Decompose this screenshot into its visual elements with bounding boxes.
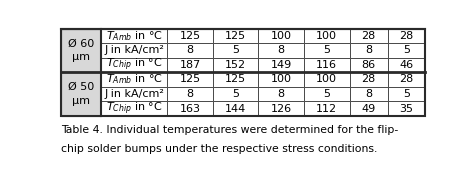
Bar — [350, 101, 388, 116]
Bar — [304, 87, 350, 101]
Text: 116: 116 — [316, 60, 337, 70]
Bar — [258, 72, 304, 87]
Bar — [258, 87, 304, 101]
Text: 125: 125 — [180, 74, 201, 84]
Text: 5: 5 — [403, 45, 410, 55]
Bar — [350, 72, 388, 87]
Text: 100: 100 — [271, 74, 292, 84]
Bar — [213, 87, 258, 101]
Text: 125: 125 — [225, 31, 246, 41]
Text: 100: 100 — [316, 31, 337, 41]
Text: 28: 28 — [400, 74, 414, 84]
Text: 149: 149 — [271, 60, 292, 70]
Text: 5: 5 — [403, 89, 410, 99]
Text: 125: 125 — [180, 31, 201, 41]
Bar — [167, 72, 213, 87]
Bar — [350, 29, 388, 43]
Text: Ø 60
μm: Ø 60 μm — [68, 38, 94, 62]
Text: Ø 50
μm: Ø 50 μm — [68, 82, 94, 106]
Bar — [101, 58, 167, 72]
Bar — [388, 43, 426, 58]
Bar — [258, 58, 304, 72]
Text: 112: 112 — [316, 104, 337, 114]
Bar — [388, 72, 426, 87]
Text: 28: 28 — [362, 31, 376, 41]
Bar — [388, 87, 426, 101]
Bar — [101, 72, 167, 87]
Bar — [388, 101, 426, 116]
Bar — [213, 29, 258, 43]
Bar — [213, 101, 258, 116]
Bar — [304, 29, 350, 43]
Bar — [101, 101, 167, 116]
Text: 5: 5 — [232, 89, 239, 99]
Bar — [101, 87, 167, 101]
Bar — [350, 58, 388, 72]
Text: 125: 125 — [225, 74, 246, 84]
Text: chip solder bumps under the respective stress conditions.: chip solder bumps under the respective s… — [61, 144, 377, 154]
Bar — [167, 58, 213, 72]
Text: $T_{Amb}$ in °C: $T_{Amb}$ in °C — [106, 29, 163, 43]
Bar — [213, 72, 258, 87]
Bar — [258, 101, 304, 116]
Bar — [213, 58, 258, 72]
Text: 28: 28 — [362, 74, 376, 84]
Bar — [258, 43, 304, 58]
Text: $T_{Chip}$ in °C: $T_{Chip}$ in °C — [106, 57, 163, 73]
Text: 144: 144 — [225, 104, 246, 114]
Bar — [304, 58, 350, 72]
Bar — [167, 29, 213, 43]
Text: 8: 8 — [187, 45, 194, 55]
Text: $T_{Chip}$ in °C: $T_{Chip}$ in °C — [106, 100, 163, 117]
Bar — [388, 58, 426, 72]
Bar — [213, 43, 258, 58]
Text: 86: 86 — [362, 60, 375, 70]
Text: 163: 163 — [180, 104, 201, 114]
Text: 8: 8 — [365, 89, 372, 99]
Text: 100: 100 — [271, 31, 292, 41]
Text: 5: 5 — [323, 89, 330, 99]
Bar — [350, 43, 388, 58]
Bar — [101, 29, 167, 43]
Text: 8: 8 — [365, 45, 372, 55]
Bar — [304, 43, 350, 58]
Text: 49: 49 — [362, 104, 376, 114]
Text: 8: 8 — [278, 45, 285, 55]
Text: J in kA/cm²: J in kA/cm² — [104, 45, 164, 55]
Text: 187: 187 — [180, 60, 201, 70]
Text: 126: 126 — [271, 104, 292, 114]
Text: 152: 152 — [225, 60, 246, 70]
Text: J in kA/cm²: J in kA/cm² — [104, 89, 164, 99]
Bar — [167, 101, 213, 116]
Text: 5: 5 — [232, 45, 239, 55]
Text: 5: 5 — [323, 45, 330, 55]
Text: 35: 35 — [400, 104, 413, 114]
Text: 8: 8 — [187, 89, 194, 99]
Bar — [350, 87, 388, 101]
Bar — [258, 29, 304, 43]
Text: 28: 28 — [400, 31, 414, 41]
Text: 8: 8 — [278, 89, 285, 99]
Text: $T_{Amb}$ in °C: $T_{Amb}$ in °C — [106, 73, 163, 86]
Bar — [101, 43, 167, 58]
Bar — [388, 29, 426, 43]
Bar — [167, 43, 213, 58]
Text: Table 4. Individual temperatures were determined for the flip-: Table 4. Individual temperatures were de… — [61, 125, 398, 135]
Text: 100: 100 — [316, 74, 337, 84]
Bar — [304, 72, 350, 87]
Bar — [304, 101, 350, 116]
Text: 46: 46 — [400, 60, 414, 70]
Bar — [167, 87, 213, 101]
